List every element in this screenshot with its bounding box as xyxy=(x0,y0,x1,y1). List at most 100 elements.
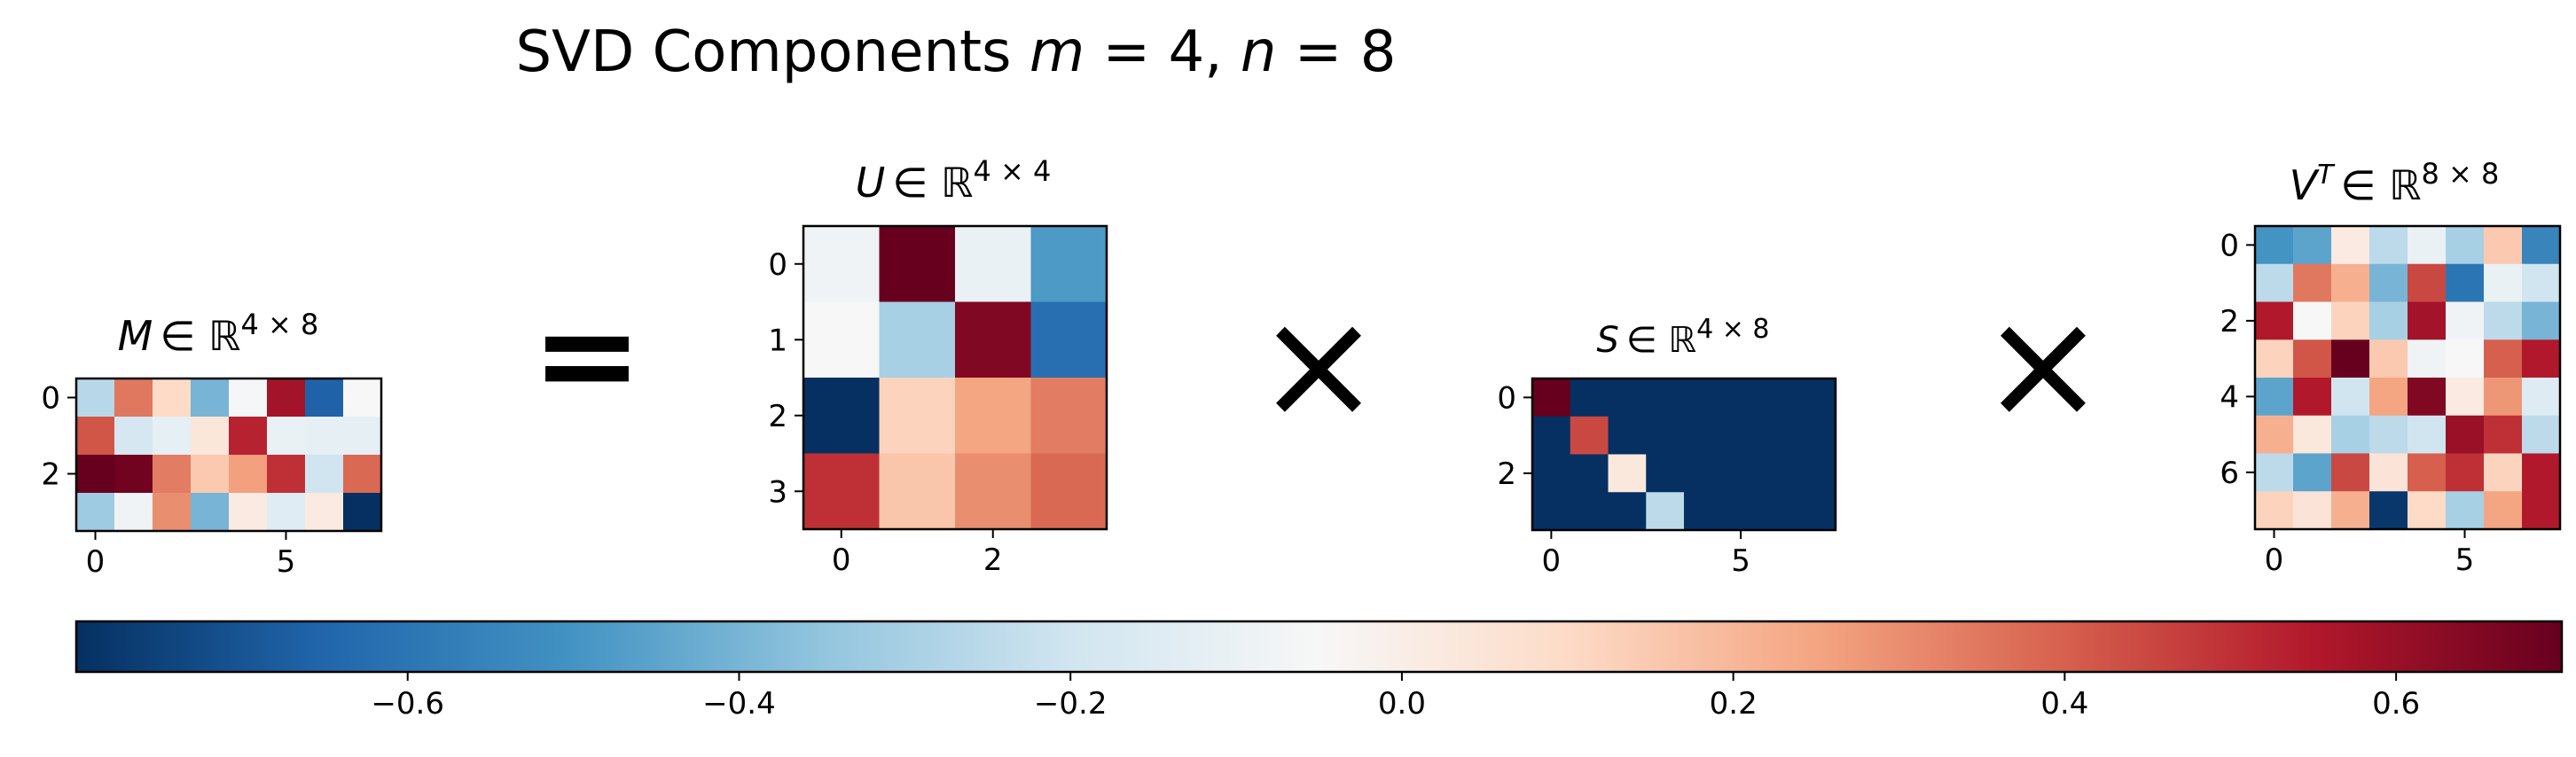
matrix-vt-cell xyxy=(2484,339,2523,378)
y-tick-label: 3 xyxy=(768,474,787,510)
matrix-vt-cell xyxy=(2522,263,2561,303)
matrix-s-cell xyxy=(1684,416,1723,456)
matrix-vt-cell xyxy=(2255,491,2294,530)
matrix-s-cell xyxy=(1797,416,1836,456)
colorbar-tick-label: 0.2 xyxy=(1710,686,1758,722)
matrix-vt-cell xyxy=(2255,301,2294,340)
matrix-s-cell xyxy=(1759,454,1798,493)
matrix-m-cell xyxy=(305,493,344,532)
x-tick-label: 0 xyxy=(2265,542,2284,578)
matrix-m-cell xyxy=(153,417,192,456)
matrix-s-cell xyxy=(1721,416,1761,456)
matrix-vt-cell xyxy=(2446,453,2485,492)
matrix-s-cell xyxy=(1684,454,1723,493)
y-tick-label: 0 xyxy=(1497,380,1516,416)
matrix-vt-cell xyxy=(2293,453,2332,492)
matrix-s-cell xyxy=(1570,416,1609,456)
matrix-m-cell xyxy=(191,378,230,418)
matrix-vt-cell xyxy=(2369,226,2408,265)
matrix-vt-cell xyxy=(2522,415,2561,455)
matrix-m-cell xyxy=(114,493,153,532)
matrix-vt-frame xyxy=(2253,224,2562,531)
matrix-u-title: U ∈ ℝ4 × 4 xyxy=(856,154,1052,207)
matrix-m-cell xyxy=(114,417,153,456)
matrix-u-cell xyxy=(1030,226,1108,303)
matrix-s-cell xyxy=(1608,492,1647,531)
matrix-u-cell xyxy=(879,301,956,378)
matrix-vt-cell xyxy=(2331,301,2370,340)
matrix-s-title: S ∈ ℝ4 × 8 xyxy=(1596,314,1769,361)
matrix-u-cell xyxy=(955,301,1032,378)
equals-operator: = xyxy=(531,278,643,433)
matrix-m-cell xyxy=(305,378,344,418)
matrix-vt-cell xyxy=(2293,491,2332,530)
colorbar-gradient xyxy=(74,620,2564,674)
y-tick-label: 4 xyxy=(2220,379,2239,415)
y-tick-label: 2 xyxy=(1497,457,1516,492)
matrix-s-cell xyxy=(1684,378,1723,418)
times-operator-2: × xyxy=(1980,277,2106,453)
y-tick-label: 0 xyxy=(41,381,60,417)
matrix-vt-cell xyxy=(2522,226,2561,265)
matrix-vt-cell xyxy=(2484,378,2523,417)
matrix-vt-cell xyxy=(2522,339,2561,378)
matrix-u-cell xyxy=(955,453,1032,530)
matrix-vt-cell xyxy=(2293,301,2332,340)
matrix-s-cell xyxy=(1646,492,1685,531)
matrix-vt-cell xyxy=(2446,226,2485,265)
matrix-m-title: M ∈ ℝ4 × 8 xyxy=(118,308,319,360)
x-tick-label: 5 xyxy=(1731,543,1750,579)
matrix-m-cell xyxy=(191,455,230,494)
matrix-vt-cell xyxy=(2255,378,2294,417)
matrix-m-cell xyxy=(229,417,268,456)
matrix-u-frame xyxy=(802,224,1108,531)
matrix-m-cell xyxy=(114,455,153,494)
matrix-s-cell xyxy=(1759,378,1798,418)
matrix-vt-cell xyxy=(2255,226,2294,265)
matrix-vt-cell xyxy=(2484,415,2523,455)
x-tick-label: 0 xyxy=(86,544,106,580)
matrix-vt-cell xyxy=(2522,378,2561,417)
colorbar-tick-label: 0.4 xyxy=(2040,686,2088,722)
matrix-u-cell xyxy=(879,226,956,303)
matrix-s-cell xyxy=(1721,454,1761,493)
matrix-vt-cell xyxy=(2369,339,2408,378)
matrix-u-cell xyxy=(955,226,1032,303)
matrix-m-cell xyxy=(343,378,382,418)
matrix-vt-cell xyxy=(2369,453,2408,492)
matrix-vt-cell xyxy=(2408,339,2447,378)
matrix-m-cell xyxy=(229,378,268,418)
matrix-vt-cell xyxy=(2484,453,2523,492)
x-tick-label: 0 xyxy=(1542,543,1562,579)
matrix-s-cell xyxy=(1532,492,1571,531)
matrix-vt-cell xyxy=(2408,491,2447,530)
matrix-m-cell xyxy=(114,378,153,418)
matrix-s-cell xyxy=(1532,378,1571,418)
y-tick-label: 2 xyxy=(2220,304,2239,339)
matrix-m-cell xyxy=(229,455,268,494)
matrix-s-cell xyxy=(1721,378,1761,418)
matrix-vt-cell xyxy=(2369,301,2408,340)
matrix-m-cell xyxy=(229,493,268,532)
matrix-s-cell xyxy=(1532,416,1571,456)
matrix-vt-cell xyxy=(2408,453,2447,492)
matrix-vt-cell xyxy=(2331,226,2370,265)
matrix-vt-cell xyxy=(2255,263,2294,303)
matrix-u-cell xyxy=(955,378,1032,455)
matrix-m-cell xyxy=(267,417,306,456)
matrix-vt-cell xyxy=(2331,491,2370,530)
y-tick-label: 0 xyxy=(768,247,787,283)
matrix-vt-cell xyxy=(2293,415,2332,455)
matrix-vt-cell xyxy=(2255,453,2294,492)
matrix-m-cell xyxy=(267,378,306,418)
matrix-vt-cell xyxy=(2408,415,2447,455)
matrix-u-cell xyxy=(1030,301,1108,378)
matrix-s-cell xyxy=(1646,416,1685,456)
matrix-vt-cell xyxy=(2331,263,2370,303)
matrix-vt-cell xyxy=(2369,263,2408,303)
x-tick-label: 5 xyxy=(2455,542,2475,578)
matrix-m-cell xyxy=(76,417,115,456)
matrix-m-cell xyxy=(153,493,192,532)
matrix-m-cell xyxy=(153,378,192,418)
